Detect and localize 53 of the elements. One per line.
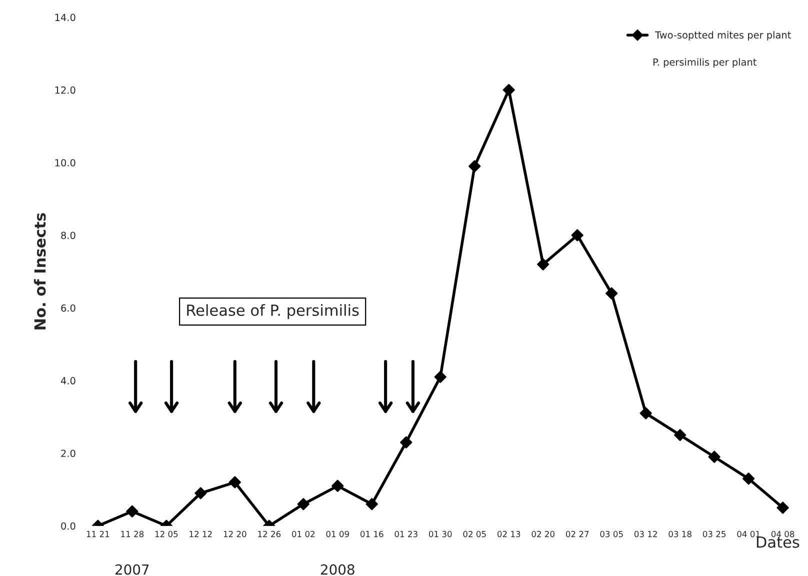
x-tick-label: 12 12 bbox=[190, 530, 212, 538]
x-tick-label: 12 26 bbox=[258, 530, 281, 538]
point bbox=[332, 480, 344, 492]
y-tick-label: 10.0 bbox=[55, 159, 76, 166]
point bbox=[126, 505, 138, 518]
y-tick-label: 8.0 bbox=[61, 232, 76, 240]
point bbox=[297, 498, 310, 510]
x-tick-label: 01 09 bbox=[326, 530, 349, 538]
point bbox=[400, 436, 412, 448]
point bbox=[502, 84, 515, 96]
point bbox=[228, 476, 241, 488]
x-tick-label: 02 13 bbox=[497, 530, 520, 538]
x-tick-label: 02 05 bbox=[463, 530, 486, 538]
x-tick-label: 03 25 bbox=[702, 530, 726, 538]
annotation: Release of P. persimilis bbox=[187, 304, 359, 319]
x-tick-label: 04 08 bbox=[771, 530, 794, 538]
point bbox=[606, 287, 618, 300]
x-tick-label: 01 16 bbox=[360, 530, 384, 538]
point bbox=[708, 450, 720, 463]
point bbox=[366, 498, 378, 510]
x-tick-label: 03 12 bbox=[634, 530, 657, 538]
x-tick-label: 01 30 bbox=[428, 530, 452, 538]
x-tick-label: 11 28 bbox=[121, 530, 144, 538]
point bbox=[776, 502, 789, 514]
y-tick-label: 6.0 bbox=[61, 304, 76, 312]
point bbox=[571, 229, 584, 242]
x-tick-label: 02 27 bbox=[566, 530, 589, 538]
point bbox=[537, 258, 550, 270]
point bbox=[640, 407, 652, 420]
x-axis-title: Dates bbox=[756, 536, 800, 548]
x-tick-label: 02 20 bbox=[532, 530, 554, 538]
x-tick-label: 01 02 bbox=[292, 530, 314, 538]
point bbox=[742, 472, 755, 485]
x-tick-label: 03 05 bbox=[600, 530, 623, 538]
x-tick-label: 03 18 bbox=[668, 530, 692, 538]
y-tick-label: 4.0 bbox=[60, 377, 76, 384]
point bbox=[468, 160, 481, 172]
legend-label: Two-soptted mites per plant bbox=[655, 31, 791, 41]
annotation: P. persimilis per plant bbox=[653, 58, 756, 68]
x-tick-label: 12 05 bbox=[155, 530, 178, 538]
point bbox=[434, 370, 446, 384]
y-axis-title: No. of Insects bbox=[34, 213, 46, 330]
x-tick-label: 01 23 bbox=[394, 530, 418, 538]
x-tick-label: 12 20 bbox=[224, 530, 246, 538]
y-tick-label: 12.0 bbox=[55, 86, 76, 94]
y-tick-label: 14.0 bbox=[55, 14, 76, 22]
point bbox=[674, 428, 686, 442]
text: 2007 bbox=[116, 564, 149, 575]
text: 2008 bbox=[320, 564, 354, 575]
y-tick-label: 2.0 bbox=[61, 450, 76, 458]
point bbox=[194, 487, 207, 500]
x-tick-label: 11 21 bbox=[86, 530, 110, 538]
y-tick-label: 0.0 bbox=[61, 522, 76, 530]
